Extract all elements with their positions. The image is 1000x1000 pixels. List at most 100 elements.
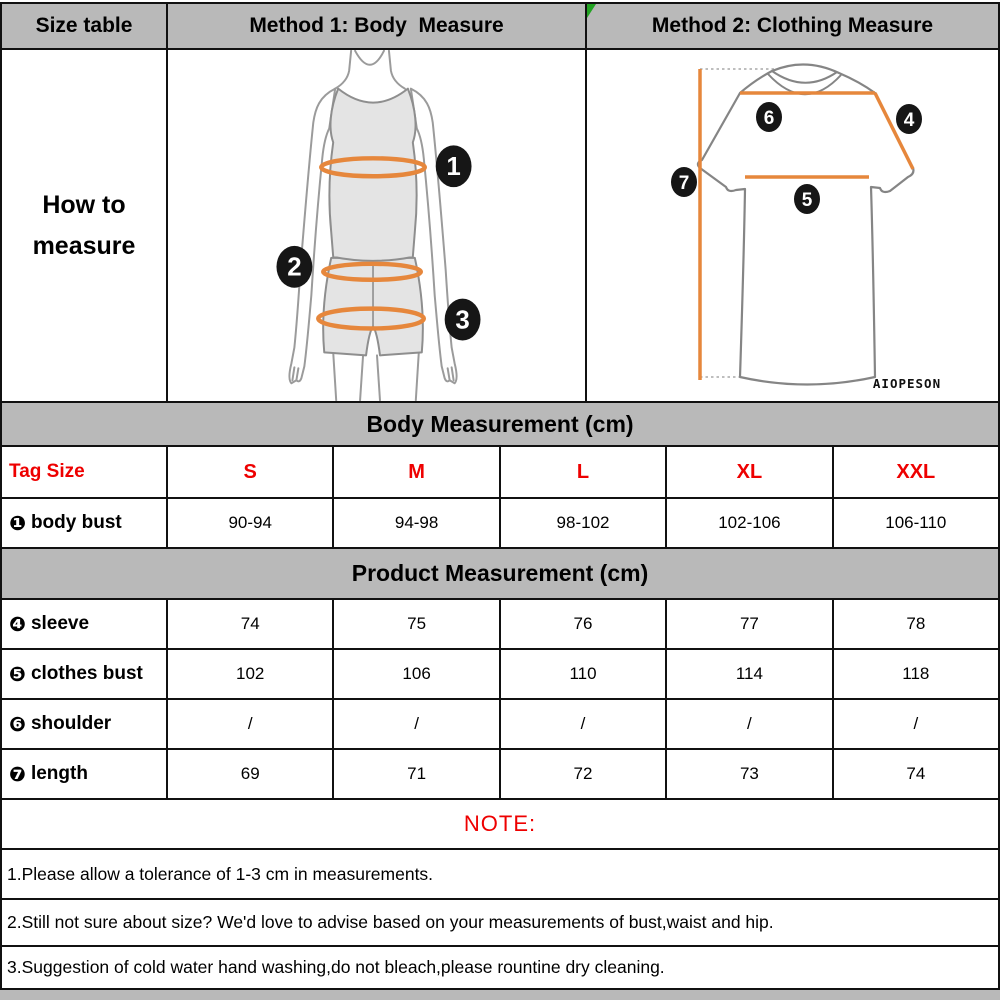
length-l: 72 (501, 750, 668, 798)
sleeve-xl: 77 (667, 600, 834, 648)
body-figure-icon: 1 2 3 (276, 50, 481, 401)
sleeve-label-cell: ❹ sleeve (2, 600, 168, 648)
sleeve-xxl: 78 (906, 614, 926, 633)
note-2-text: 2.Still not sure about size? We'd love t… (7, 912, 774, 932)
shoulder-s: / (168, 700, 335, 748)
header-method1: Method 1: Body Measure (168, 4, 587, 48)
shoulder-m: / (334, 700, 501, 748)
badge-7-icon (671, 167, 697, 197)
shoulder-label-cell: ❻ shoulder (2, 700, 168, 748)
clothes-bust-label-cell: ❺ clothes bust (2, 650, 168, 698)
body-measure-diagram: 1 2 3 (168, 50, 587, 401)
length-xl: 73 (667, 750, 834, 798)
sleeve-line-icon (873, 92, 915, 170)
sleeve-l: 76 (501, 600, 668, 648)
tag-size-row: Tag Size S M L XL XXL (2, 447, 998, 499)
note-title: NOTE: (463, 811, 537, 836)
badge-6-label: 6 (764, 108, 775, 129)
tag-size-cell: Tag Size (2, 447, 168, 497)
length-m: 71 (334, 750, 501, 798)
badge-3-icon (444, 298, 481, 341)
header-method2: Method 2: Clothing Measure (587, 4, 998, 48)
clothes-bust-xxl: 118 (902, 664, 930, 683)
sleeve-label: sleeve (30, 613, 90, 634)
size-m: M (334, 447, 501, 497)
body-measurement-title: Body Measurement (cm) (366, 410, 634, 437)
how-to-measure-cell: How to measure (2, 50, 168, 401)
measure-rings (316, 156, 428, 331)
body-bust-m: 94-98 (334, 499, 501, 547)
bottom-strip (0, 990, 1000, 1000)
length-label-cell: ❼ length (2, 750, 168, 798)
shoulder-l: / (501, 700, 668, 748)
circled-7-icon: ❼ (9, 762, 26, 786)
header-method2-label: Method 2: Clothing Measure (651, 14, 934, 37)
badge-6-icon (756, 102, 782, 132)
shoulder-xl: / (667, 700, 834, 748)
body-bust-xl: 102-106 (667, 499, 834, 547)
bust-ring-icon (319, 156, 428, 179)
badge-7-label: 7 (679, 173, 690, 194)
circled-4-icon: ❹ (9, 612, 26, 636)
size-xl: XL (667, 447, 834, 497)
waist-ring-icon (321, 261, 424, 282)
circled-6-icon: ❻ (9, 712, 26, 736)
shoulder-xxl: / (913, 714, 919, 733)
length-xxl: 74 (906, 764, 926, 783)
clothes-bust-row: ❺ clothes bust 102 106 110 114 118 (2, 650, 998, 700)
length-label: length (30, 763, 88, 784)
body-bust-label: body bust (30, 512, 122, 533)
shoulder-row: ❻ shoulder / / / / / (2, 700, 998, 750)
clothes-bust-l: 110 (501, 650, 668, 698)
size-xxl: XXL (896, 460, 936, 483)
note-3-text: 3.Suggestion of cold water hand washing,… (7, 957, 665, 977)
clothing-measure-diagram: 6 4 7 5 AIOPESON (587, 50, 998, 401)
header-method1-label: Method 1: Body Measure (249, 14, 504, 37)
measure-lines (698, 69, 915, 380)
badge-2-icon (276, 245, 313, 288)
badge-4-label: 4 (904, 110, 915, 131)
body-measurement-header: Body Measurement (cm) (2, 403, 998, 447)
how-to-measure-line1: How to (42, 190, 126, 219)
circled-5-icon: ❺ (9, 662, 26, 686)
header-row: Size table Method 1: Body Measure Method… (2, 4, 998, 50)
length-s: 69 (168, 750, 335, 798)
clothes-bust-label: clothes bust (30, 663, 143, 684)
note-item-3: 3.Suggestion of cold water hand washing,… (2, 947, 998, 988)
badge-3-label: 3 (455, 307, 469, 335)
clothes-bust-xl: 114 (667, 650, 834, 698)
clothes-bust-s: 102 (168, 650, 335, 698)
hip-ring-icon (316, 306, 427, 331)
clothes-bust-m: 106 (334, 650, 501, 698)
note-header: NOTE: (2, 800, 998, 850)
note-item-1: 1.Please allow a tolerance of 1-3 cm in … (2, 850, 998, 900)
brand-label: AIOPESON (873, 376, 941, 391)
body-bust-s: 90-94 (168, 499, 335, 547)
corner-marker-icon (587, 4, 596, 18)
body-bust-row: ❶ body bust 90-94 94-98 98-102 102-106 1… (2, 499, 998, 549)
shoulder-label: shoulder (30, 713, 112, 734)
badge-5-label: 5 (802, 190, 813, 211)
header-size-table: Size table (2, 4, 168, 48)
badge-2-label: 2 (287, 254, 301, 282)
note-1-text: 1.Please allow a tolerance of 1-3 cm in … (7, 863, 434, 884)
diagram-row: How to measure (2, 50, 998, 403)
sleeve-row: ❹ sleeve 74 75 76 77 78 (2, 600, 998, 650)
body-bust-xxl: 106-110 (885, 513, 947, 532)
badge-1-label: 1 (446, 153, 460, 181)
how-to-measure-line2: measure (32, 231, 136, 260)
length-row: ❼ length 69 71 72 73 74 (2, 750, 998, 800)
note-item-2: 2.Still not sure about size? We'd love t… (2, 900, 998, 947)
body-bust-label-cell: ❶ body bust (2, 499, 168, 547)
badge-4-icon (896, 104, 922, 134)
size-s: S (168, 447, 335, 497)
badge-1-icon (435, 145, 472, 188)
sleeve-s: 74 (168, 600, 335, 648)
circled-1-icon: ❶ (9, 511, 26, 535)
size-l: L (501, 447, 668, 497)
body-bust-l: 98-102 (501, 499, 668, 547)
sleeve-m: 75 (334, 600, 501, 648)
product-measurement-header: Product Measurement (cm) (2, 549, 998, 600)
